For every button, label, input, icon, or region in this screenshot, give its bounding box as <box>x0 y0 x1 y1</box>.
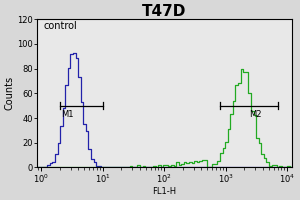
Text: control: control <box>44 21 77 31</box>
Y-axis label: Counts: Counts <box>4 76 14 110</box>
Text: M2: M2 <box>250 110 262 119</box>
X-axis label: FL1-H: FL1-H <box>152 187 177 196</box>
Text: M1: M1 <box>61 110 74 119</box>
Title: T47D: T47D <box>142 4 187 19</box>
